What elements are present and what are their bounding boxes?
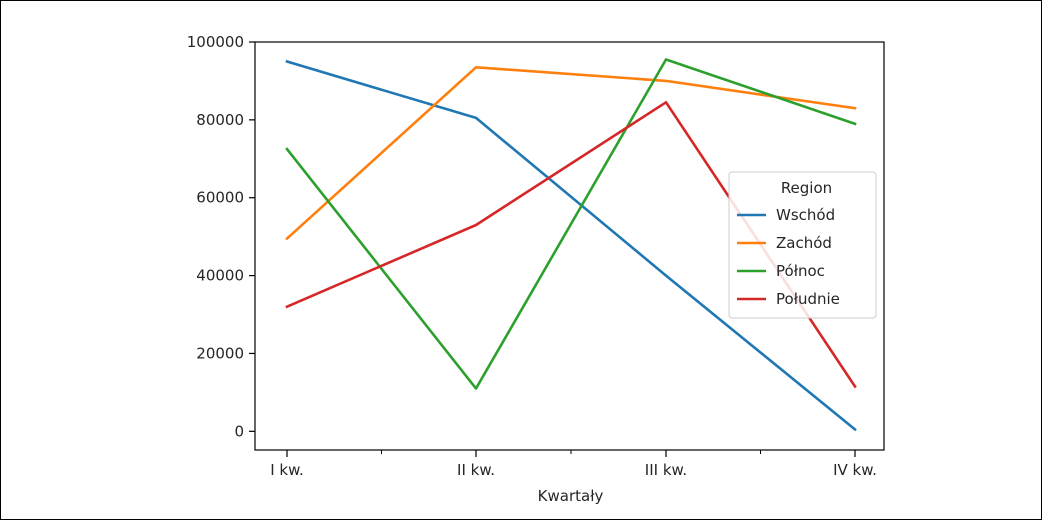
- x-axis-title: Kwartały: [538, 487, 604, 505]
- plot-layer: [285, 58, 857, 432]
- x-tick-label-2: III kw.: [645, 461, 687, 479]
- x-tick-label-3: IV kw.: [833, 461, 877, 479]
- y-tick-label-2: 40000: [196, 267, 244, 285]
- axes-layer: 0 20000 40000 60000 80000 100000 I kw. II kw. II…: [187, 33, 885, 479]
- y-tick-label-0: 0: [234, 422, 244, 440]
- series-line-1: [285, 66, 857, 241]
- series-line-0: [285, 59, 857, 432]
- series-line-2: [285, 58, 857, 390]
- x-tick-label-1: II kw.: [457, 461, 495, 479]
- x-tick-label-0: I kw.: [270, 461, 304, 479]
- legend-box: [728, 171, 877, 319]
- legend: Region Wschód Zachód Północ Południe: [728, 171, 877, 319]
- y-tick-label-4: 80000: [196, 111, 244, 129]
- legend-title: Region: [781, 179, 832, 197]
- y-tick-label-3: 60000: [196, 189, 244, 207]
- legend-label-0: Wschód: [776, 206, 835, 224]
- legend-items: Wschód Zachód Północ Południe: [737, 206, 840, 308]
- legend-label-2: Północ: [776, 262, 825, 280]
- y-tick-label-5: 100000: [187, 33, 244, 51]
- legend-label-3: Południe: [776, 290, 840, 308]
- legend-label-1: Zachód: [776, 234, 832, 252]
- y-tick-label-1: 20000: [196, 344, 244, 362]
- plot-area-border: [254, 41, 885, 451]
